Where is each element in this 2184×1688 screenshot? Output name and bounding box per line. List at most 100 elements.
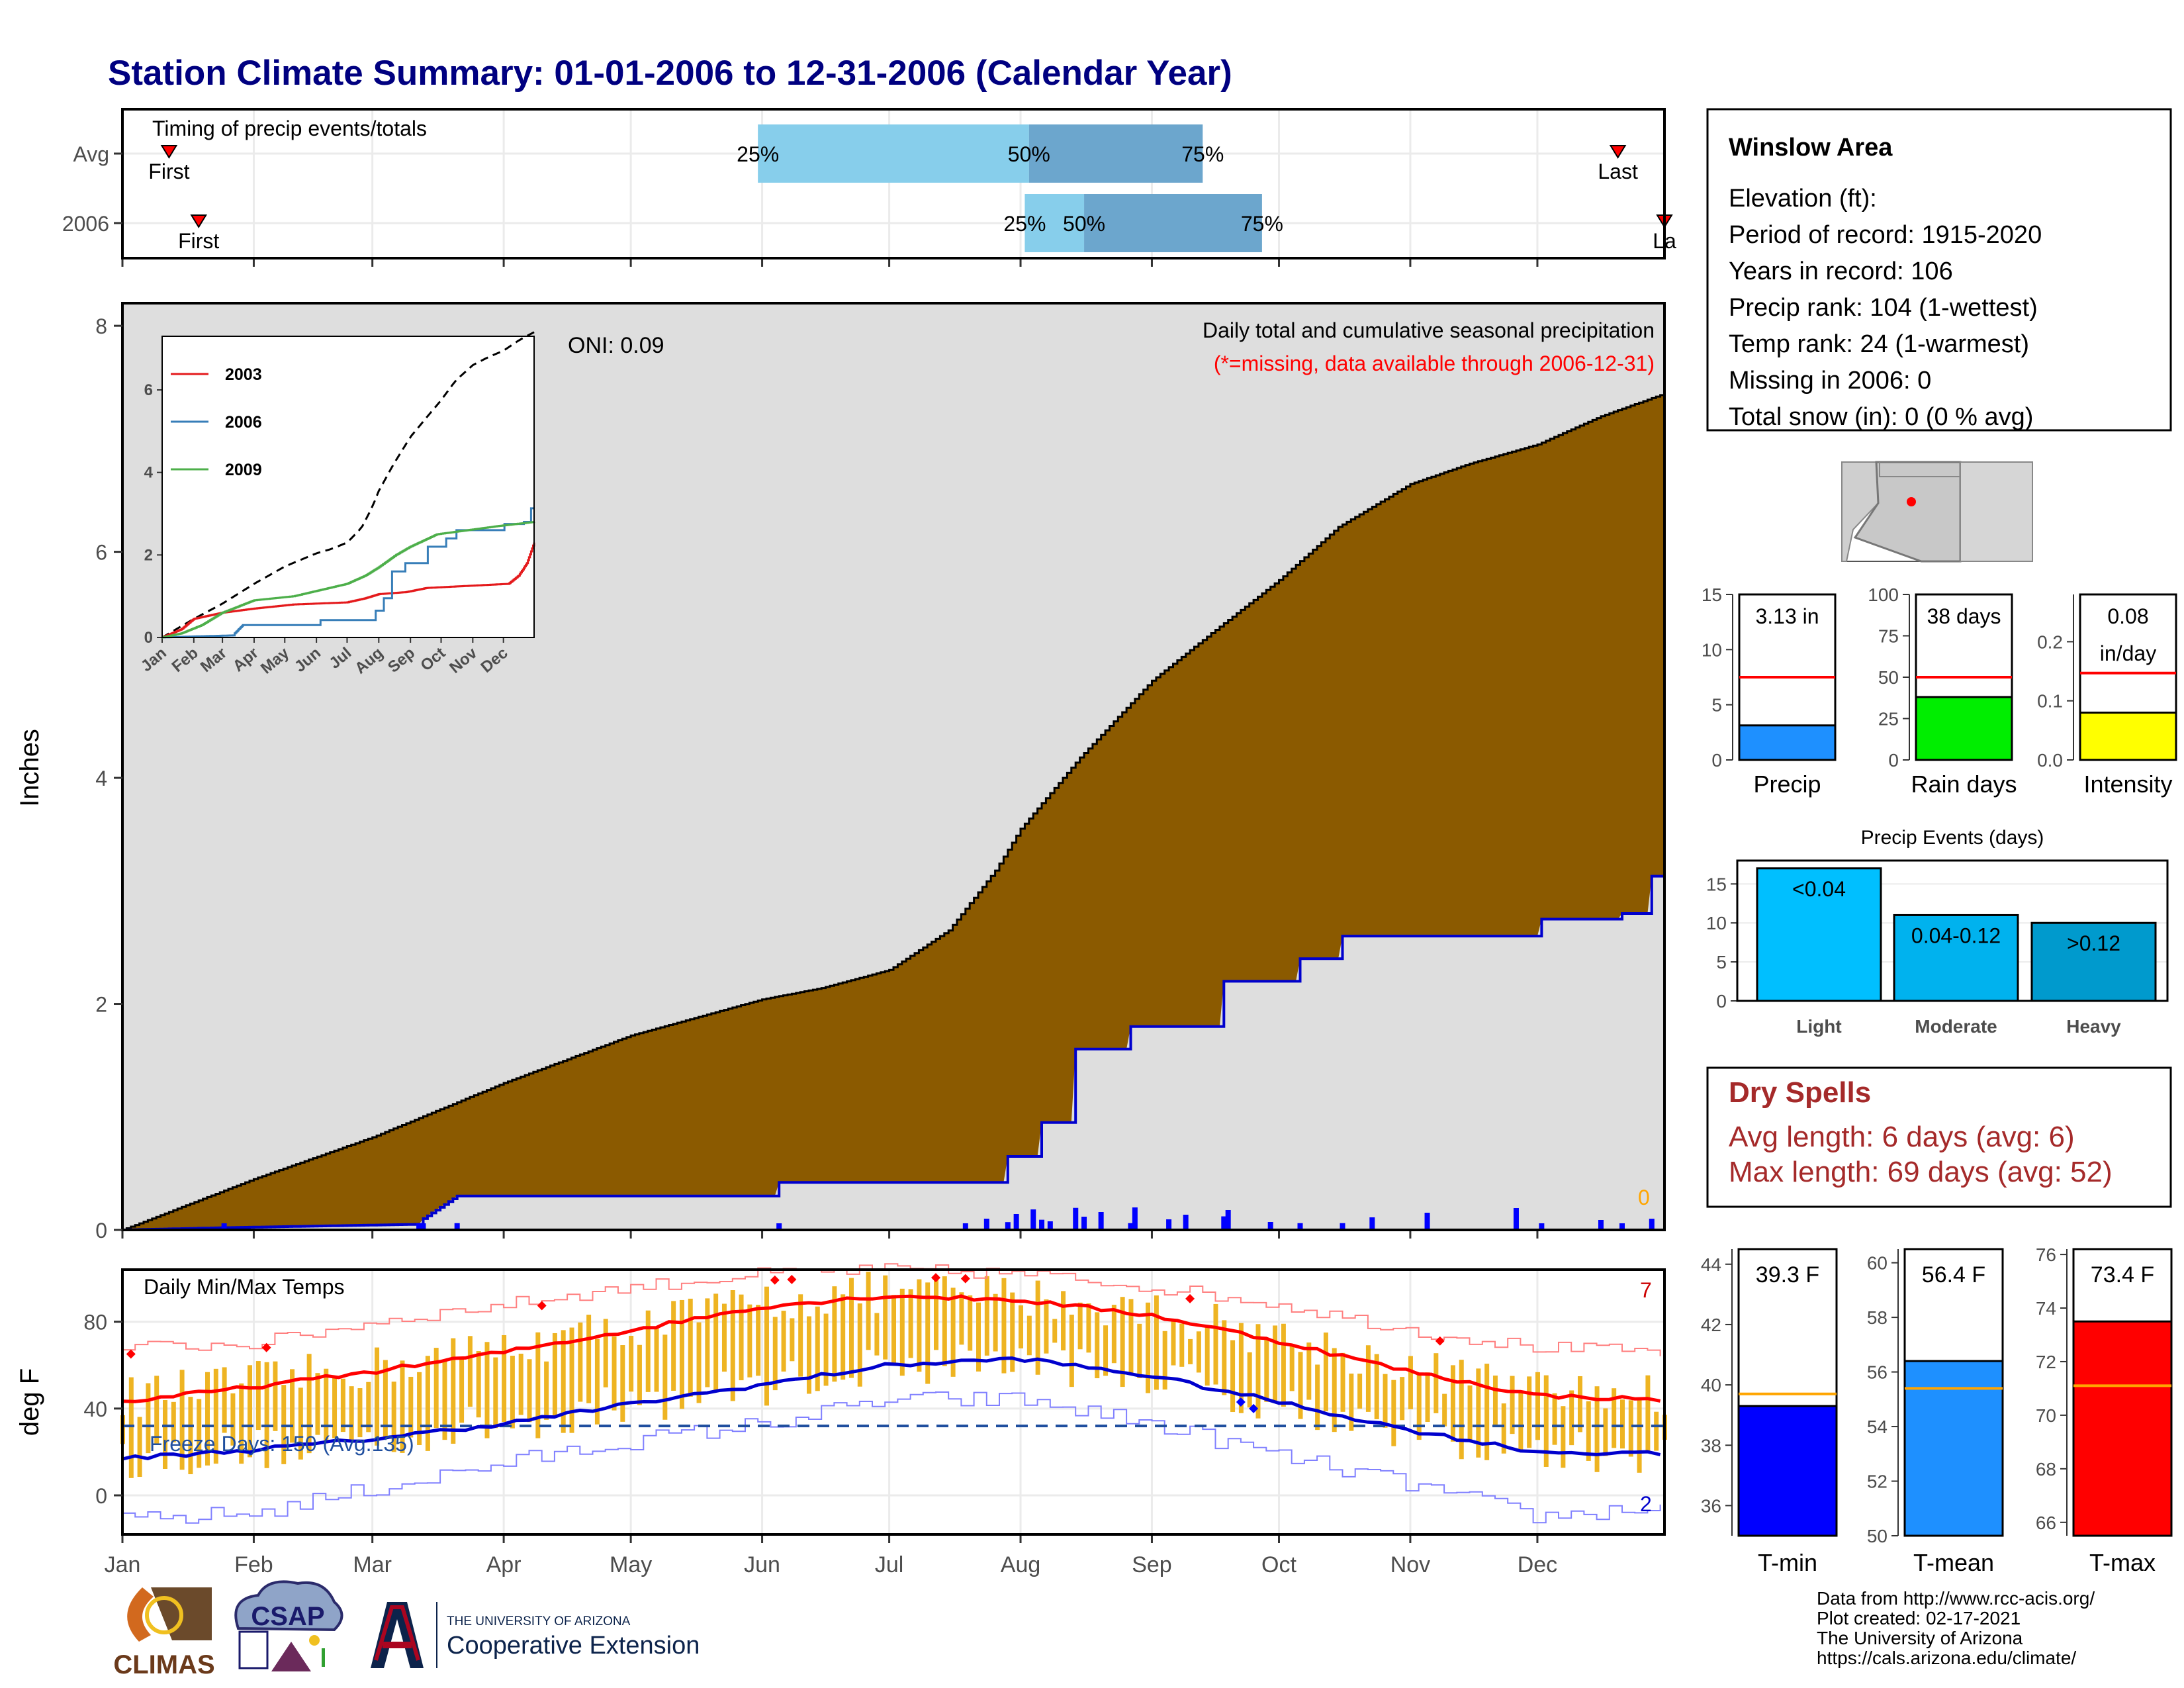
daily-temp-bar-25 [222,1367,227,1433]
inset-y-tick-label-0: 0 [144,629,153,647]
events-y-tick-label-0: 0 [1716,991,1727,1011]
daily-precip-bar-10 [1039,1219,1045,1230]
daily-temp-bar-139 [705,1298,710,1387]
temp-bar-tick-label-1-1: 52 [1867,1472,1888,1492]
timing-bar-25-50-0 [758,124,1029,183]
daily-temp-bar-261 [1222,1320,1227,1395]
daily-temp-bar-227 [1077,1302,1083,1350]
events-y-tick-label-1: 5 [1716,952,1727,972]
daily-temp-bar-285 [1323,1332,1328,1411]
daily-temp-bar-215 [1026,1315,1032,1356]
daily-temp-bar-77 [442,1361,447,1440]
daily-temp-bar-323 [1484,1364,1490,1460]
daily-temp-bar-301 [1391,1380,1396,1446]
precip-y-tick-label-3: 6 [95,541,107,565]
inset-border [161,336,535,638]
record-high-line [122,1263,1661,1356]
daily-temp-bar-37 [273,1361,278,1431]
daily-temp-bar-9 [154,1376,159,1444]
daily-temp-bar-233 [1103,1325,1109,1376]
daily-temp-bar-345 [1577,1376,1582,1432]
daily-temp-bar-213 [1019,1305,1024,1349]
daily-temp-bar-31 [248,1365,253,1458]
precip-y-axis-label: Inches [15,729,44,807]
ua-a-bar [383,1642,412,1648]
daily-temp-bar-91 [502,1335,507,1422]
temp-y-tick-label-2: 80 [83,1311,107,1335]
csap-cloud [234,1580,343,1632]
missing-days-count: 0 [1638,1186,1650,1209]
daily-temp-bar-259 [1213,1303,1218,1385]
month-label-mar: Mar [353,1552,392,1577]
daily-temp-bar-207 [993,1293,998,1352]
daily-temp-bar-17 [188,1397,193,1475]
daily-temp-bar-309 [1425,1372,1430,1423]
station-line-4: Temp rank: 24 (1-warmest) [1729,330,2029,358]
daily-temp-bar-119 [620,1345,625,1422]
footer-credits: Data from http://www.rcc-acis.org/Plot c… [1817,1588,2095,1668]
temp-bar-tick-label-1-4: 58 [1867,1307,1888,1328]
daily-temp-bar-255 [1196,1331,1201,1373]
daily-temp-bar-357 [1628,1400,1633,1457]
daily-temp-bar-291 [1349,1374,1354,1431]
record-low-marker-1 [1249,1403,1259,1413]
daily-temp-bar-219 [1044,1299,1049,1354]
summary-label-1: Rain days [1911,771,2017,798]
daily-temp-bar-93 [510,1356,515,1429]
daily-temp-bar-61 [375,1347,380,1446]
station-name: Winslow Area [1729,134,1893,162]
precip-y-axis: 0 2 4 6 8 [95,314,122,1243]
temp-bar-tick-label-1-0: 50 [1867,1526,1888,1546]
daily-temp-bar-281 [1306,1342,1312,1400]
daily-precip-small-0 [962,1223,968,1230]
inset-y-tick-label-1: 2 [144,546,153,564]
daily-precip-bar-2 [416,1223,422,1230]
record-high-marker-2 [537,1301,547,1311]
inset-legend-label-2009: 2009 [225,461,262,479]
events-bar-text-0: <0.04 [1792,877,1846,901]
daily-temp-bar-159 [790,1318,795,1362]
daily-temp-bar-47 [315,1373,320,1435]
daily-temp-bar-221 [1052,1319,1058,1343]
daily-precip-bar-8 [1005,1222,1011,1230]
temp-bar-tick-label-2-1: 68 [2036,1459,2056,1479]
timing-last-marker-0 [1609,145,1627,159]
daily-precip-bar-16 [1221,1216,1227,1230]
events-plot-border [1736,859,2169,1002]
daily-temp-bar-147 [739,1294,744,1381]
daily-temp-bar-271 [1264,1338,1269,1402]
month-label-feb: Feb [234,1552,273,1577]
month-label-aug: Aug [1001,1552,1041,1577]
summary-label-2: Intensity [2083,771,2172,798]
station-line-1: Period of record: 1915-2020 [1729,221,2042,249]
summary-tick-label-1-0: 0 [1888,750,1899,771]
daily-temp-bar-85 [476,1351,481,1418]
map-new-mexico [1960,461,2033,562]
month-label-jul: Jul [875,1552,903,1577]
daily-temp-bar-331 [1518,1391,1524,1452]
daily-temp-bar-361 [1645,1375,1651,1452]
summary-tick-label-2-0: 0.0 [2037,750,2063,771]
daily-temp-bar-149 [747,1304,752,1378]
timing-panel-border [121,108,1666,259]
station-location-dot [1907,497,1916,506]
state-locator-map [1841,461,2033,563]
inset-average-line [161,331,535,639]
daily-temp-bar-175 [857,1303,862,1387]
ua-logo: THE UNIVERSITY OF ARIZONA Cooperative Ex… [371,1602,700,1668]
daily-temp-bar-71 [417,1372,422,1445]
timing-p25-label-0: 25% [737,142,779,166]
record-high-marker-1 [261,1342,271,1352]
daily-precip-small-9 [1183,1215,1189,1230]
daily-temp-bar-195 [942,1276,947,1366]
daily-temp-bar-289 [1340,1352,1345,1412]
station-line-6: Total snow (in): 0 (0 % avg) [1729,403,2033,431]
daily-temp-bar-111 [586,1315,592,1403]
record-high-marker-3 [770,1275,780,1285]
temp-panel-border [121,1268,1666,1536]
daily-temp-bar-193 [934,1277,939,1350]
daily-temp-bar-273 [1273,1325,1278,1403]
timing-p75-label-1: 75% [1241,212,1283,236]
daily-temp-bar-167 [823,1313,829,1386]
station-line-0: Elevation (ft): [1729,185,1877,212]
